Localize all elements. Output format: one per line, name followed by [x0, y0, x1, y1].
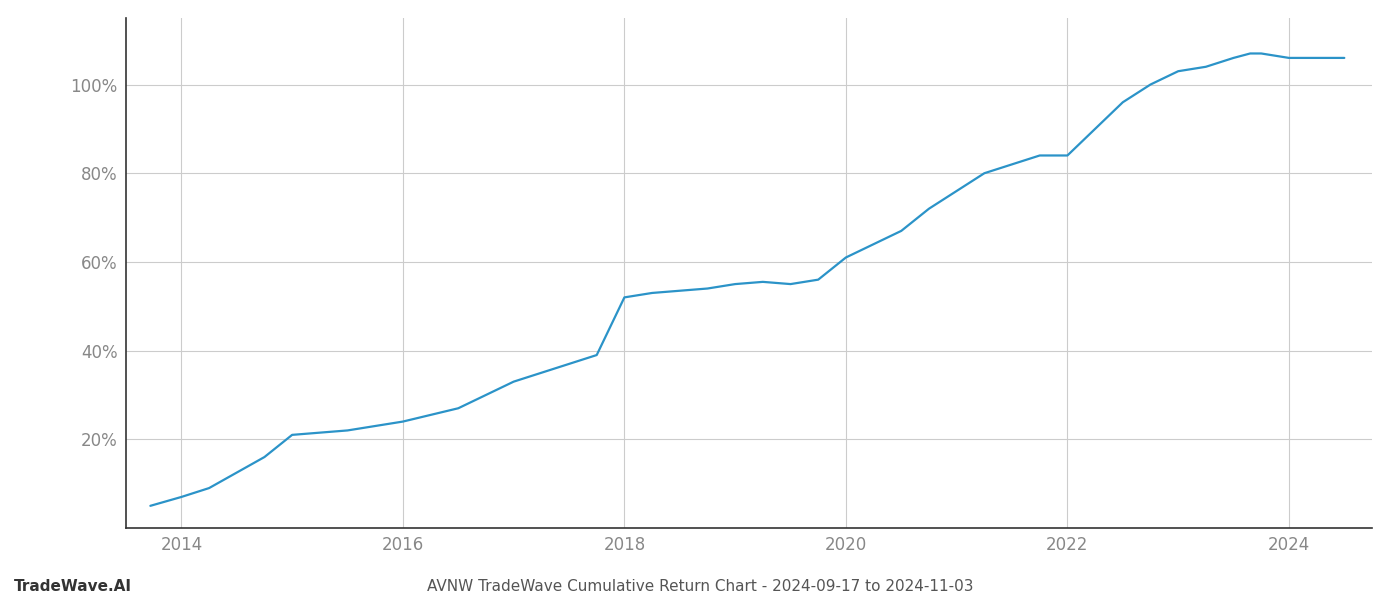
Text: AVNW TradeWave Cumulative Return Chart - 2024-09-17 to 2024-11-03: AVNW TradeWave Cumulative Return Chart -… [427, 579, 973, 594]
Text: TradeWave.AI: TradeWave.AI [14, 579, 132, 594]
